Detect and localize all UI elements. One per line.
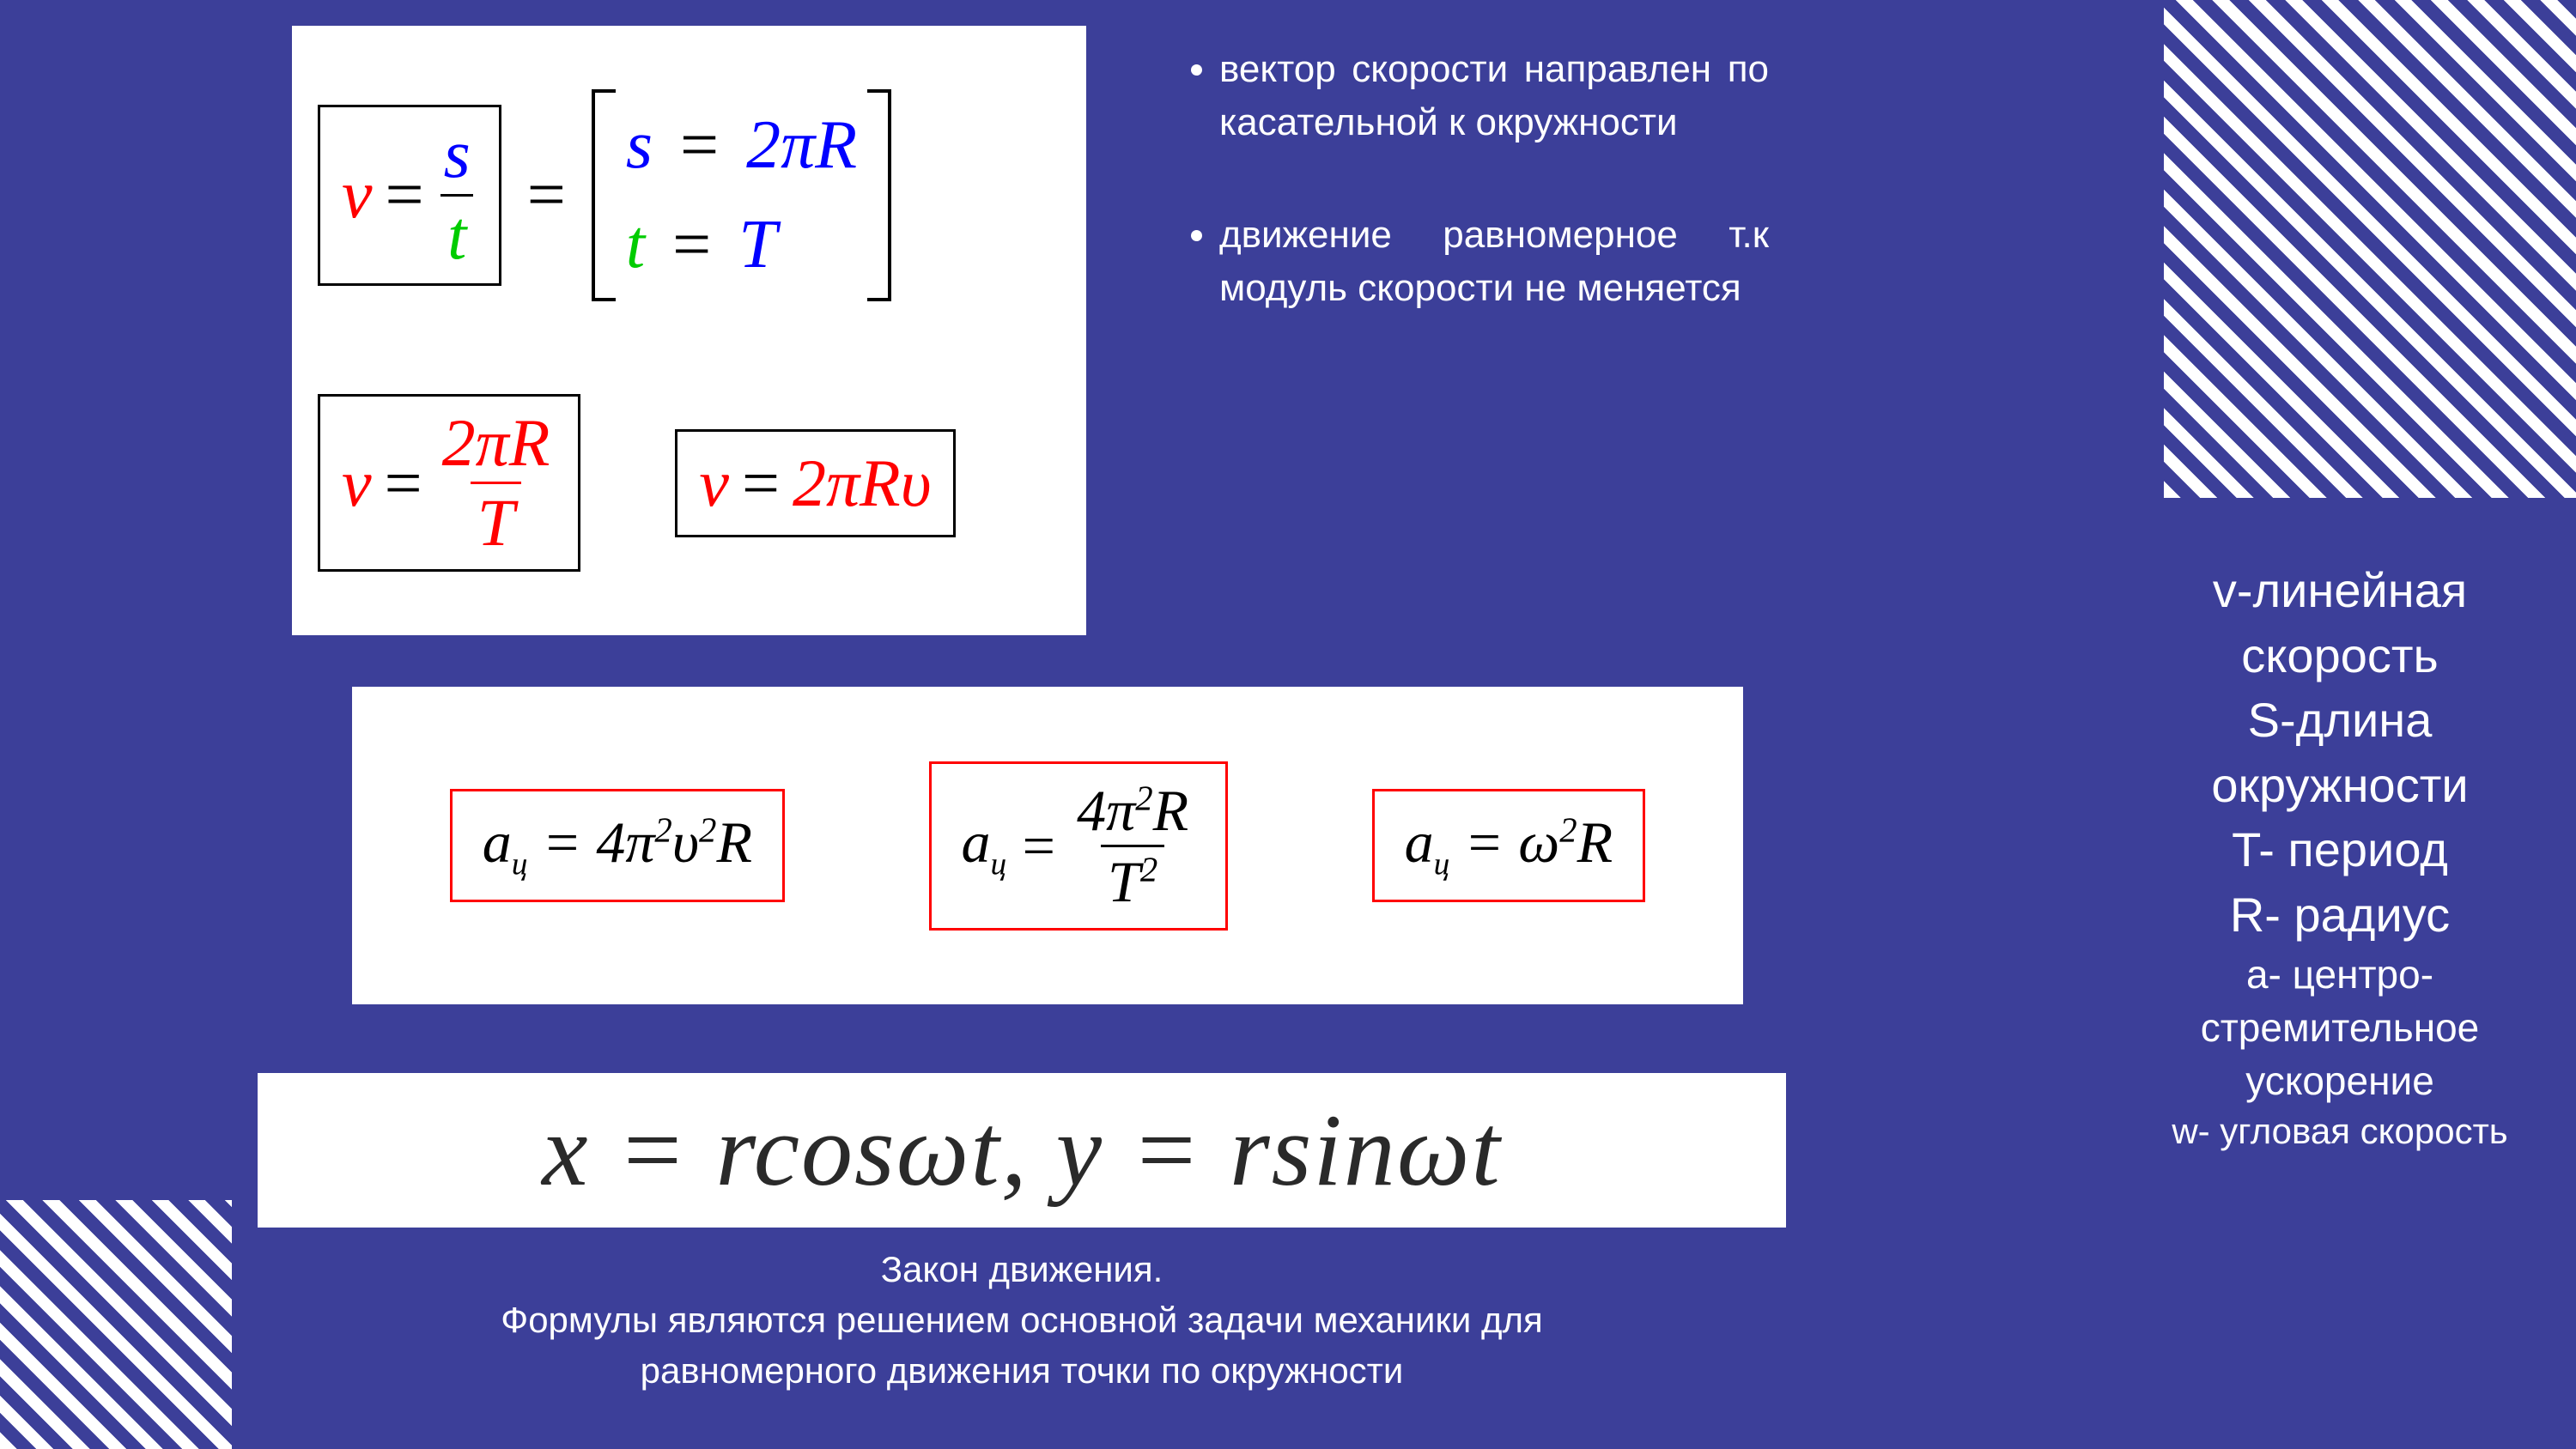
accel-formula-2: aц = 4π2R T2 — [929, 761, 1229, 931]
stripe-pattern-top-right — [2164, 0, 2576, 498]
velocity-definition-row: v = s t = s = 2πR t = T — [318, 89, 1060, 301]
v-2piRnu-box: v = 2πRυ — [675, 429, 955, 537]
legend-t: T- период — [2117, 817, 2563, 882]
bullet-item-tangent: вектор скорости направлен по касательной… — [1219, 43, 1769, 149]
2piR-over-T-fraction: 2πR T — [435, 409, 557, 556]
s-over-t-fraction: s t — [437, 120, 477, 270]
legend-s-1: S-длина — [2117, 688, 2563, 753]
motion-law-card: x = rcosωt, y = rsinωt — [258, 1073, 1786, 1228]
bullet-item-uniform: движение равномерное т.к модуль скорости… — [1219, 209, 1769, 314]
v-symbol: v — [342, 156, 373, 234]
substitution-s-line: s = 2πR — [626, 106, 857, 185]
accel-formula-1: aц = 4π2υ2R — [450, 789, 785, 903]
legend-w: w- угловая скорость — [2117, 1107, 2563, 1156]
equals-sign: = — [386, 156, 424, 234]
notes-bullet-list: вектор скорости направлен по касательной… — [1176, 43, 1769, 374]
legend-v-1: v-линейная — [2117, 558, 2563, 623]
legend-s-2: окружности — [2117, 753, 2563, 818]
motion-law-caption: Закон движения. Формулы являются решение… — [258, 1245, 1786, 1396]
fraction-denominator-t: t — [440, 194, 473, 270]
legend-a-1: a- центро- — [2117, 948, 2563, 1001]
legend-r: R- радиус — [2117, 882, 2563, 948]
fraction-numerator-s: s — [437, 120, 477, 194]
velocity-result-row: v = 2πR T v = 2πRυ — [318, 394, 1060, 572]
velocity-fraction-box: v = s t — [318, 105, 501, 286]
substitution-t-line: t = T — [626, 206, 857, 284]
equals-sign: = — [527, 156, 566, 234]
symbol-legend: v-линейная скорость S-длина окружности T… — [2117, 558, 2563, 1156]
velocity-formula-card: v = s t = s = 2πR t = T v = 2πR — [292, 26, 1086, 635]
caption-line-3: равномерного движения точки по окружност… — [258, 1346, 1786, 1397]
caption-line-2: Формулы являются решением основной задач… — [258, 1295, 1786, 1346]
substitution-bracket: s = 2πR t = T — [592, 89, 891, 301]
legend-a-3: ускорение — [2117, 1054, 2563, 1107]
stripe-pattern-bottom-left — [0, 1200, 232, 1449]
motion-law-expression: x = rcosωt, y = rsinωt — [542, 1091, 1502, 1210]
accel-formula-3: aц = ω2R — [1372, 789, 1646, 903]
centripetal-acceleration-card: aц = 4π2υ2R aц = 4π2R T2 aц = ω2R — [352, 687, 1743, 1004]
legend-a-2: стремительное — [2117, 1001, 2563, 1054]
caption-line-1: Закон движения. — [258, 1245, 1786, 1295]
legend-v-2: скорость — [2117, 623, 2563, 688]
v-2piR-over-T-box: v = 2πR T — [318, 394, 580, 572]
